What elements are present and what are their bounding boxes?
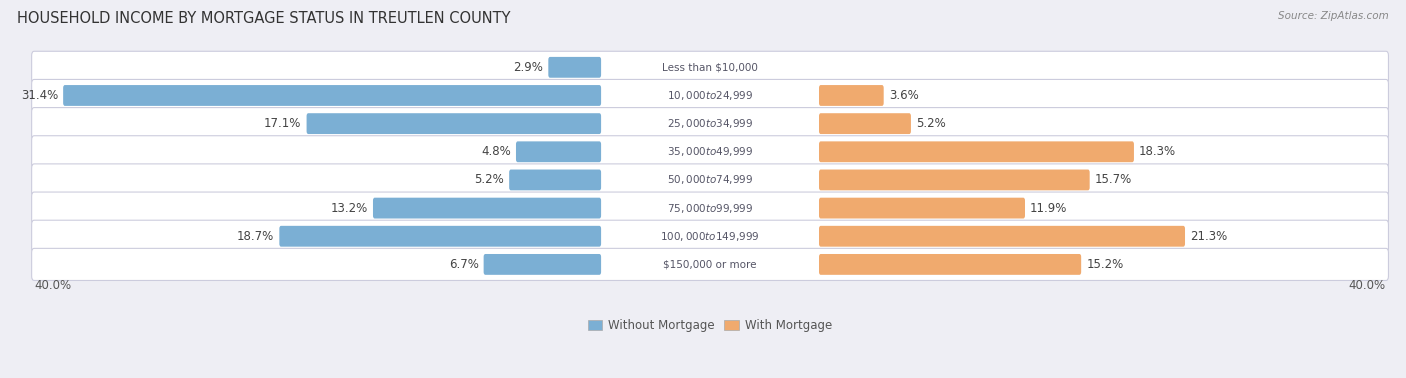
Text: 31.4%: 31.4% bbox=[21, 89, 58, 102]
FancyBboxPatch shape bbox=[32, 164, 1389, 196]
Text: $50,000 to $74,999: $50,000 to $74,999 bbox=[666, 174, 754, 186]
FancyBboxPatch shape bbox=[32, 192, 1389, 224]
Text: 6.7%: 6.7% bbox=[449, 258, 478, 271]
Text: $25,000 to $34,999: $25,000 to $34,999 bbox=[666, 117, 754, 130]
Text: $10,000 to $24,999: $10,000 to $24,999 bbox=[666, 89, 754, 102]
Text: $100,000 to $149,999: $100,000 to $149,999 bbox=[661, 230, 759, 243]
Text: 40.0%: 40.0% bbox=[1348, 279, 1386, 292]
Legend: Without Mortgage, With Mortgage: Without Mortgage, With Mortgage bbox=[583, 314, 837, 337]
FancyBboxPatch shape bbox=[820, 169, 1090, 191]
Text: 21.3%: 21.3% bbox=[1189, 230, 1227, 243]
FancyBboxPatch shape bbox=[820, 141, 1135, 162]
FancyBboxPatch shape bbox=[307, 113, 602, 134]
Text: 5.2%: 5.2% bbox=[474, 174, 505, 186]
Text: 15.7%: 15.7% bbox=[1095, 174, 1132, 186]
Text: 18.3%: 18.3% bbox=[1139, 145, 1177, 158]
FancyBboxPatch shape bbox=[820, 113, 911, 134]
Text: $75,000 to $99,999: $75,000 to $99,999 bbox=[666, 201, 754, 215]
Text: Source: ZipAtlas.com: Source: ZipAtlas.com bbox=[1278, 11, 1389, 21]
Text: 11.9%: 11.9% bbox=[1031, 201, 1067, 215]
FancyBboxPatch shape bbox=[820, 198, 1025, 218]
FancyBboxPatch shape bbox=[32, 79, 1389, 112]
FancyBboxPatch shape bbox=[373, 198, 602, 218]
Text: 17.1%: 17.1% bbox=[264, 117, 301, 130]
FancyBboxPatch shape bbox=[32, 136, 1389, 168]
Text: 13.2%: 13.2% bbox=[330, 201, 368, 215]
Text: HOUSEHOLD INCOME BY MORTGAGE STATUS IN TREUTLEN COUNTY: HOUSEHOLD INCOME BY MORTGAGE STATUS IN T… bbox=[17, 11, 510, 26]
FancyBboxPatch shape bbox=[484, 254, 602, 275]
Text: 4.8%: 4.8% bbox=[481, 145, 510, 158]
Text: Less than $10,000: Less than $10,000 bbox=[662, 62, 758, 72]
Text: $35,000 to $49,999: $35,000 to $49,999 bbox=[666, 145, 754, 158]
FancyBboxPatch shape bbox=[32, 248, 1389, 280]
FancyBboxPatch shape bbox=[820, 254, 1081, 275]
FancyBboxPatch shape bbox=[820, 85, 884, 106]
Text: 5.2%: 5.2% bbox=[917, 117, 946, 130]
FancyBboxPatch shape bbox=[509, 169, 602, 191]
FancyBboxPatch shape bbox=[820, 226, 1185, 247]
Text: 18.7%: 18.7% bbox=[238, 230, 274, 243]
FancyBboxPatch shape bbox=[548, 57, 602, 78]
Text: 15.2%: 15.2% bbox=[1087, 258, 1123, 271]
Text: 2.9%: 2.9% bbox=[513, 61, 543, 74]
FancyBboxPatch shape bbox=[280, 226, 602, 247]
FancyBboxPatch shape bbox=[516, 141, 602, 162]
FancyBboxPatch shape bbox=[32, 220, 1389, 252]
Text: 40.0%: 40.0% bbox=[34, 279, 72, 292]
FancyBboxPatch shape bbox=[32, 108, 1389, 140]
FancyBboxPatch shape bbox=[63, 85, 602, 106]
Text: $150,000 or more: $150,000 or more bbox=[664, 259, 756, 270]
FancyBboxPatch shape bbox=[32, 51, 1389, 84]
Text: 3.6%: 3.6% bbox=[889, 89, 918, 102]
